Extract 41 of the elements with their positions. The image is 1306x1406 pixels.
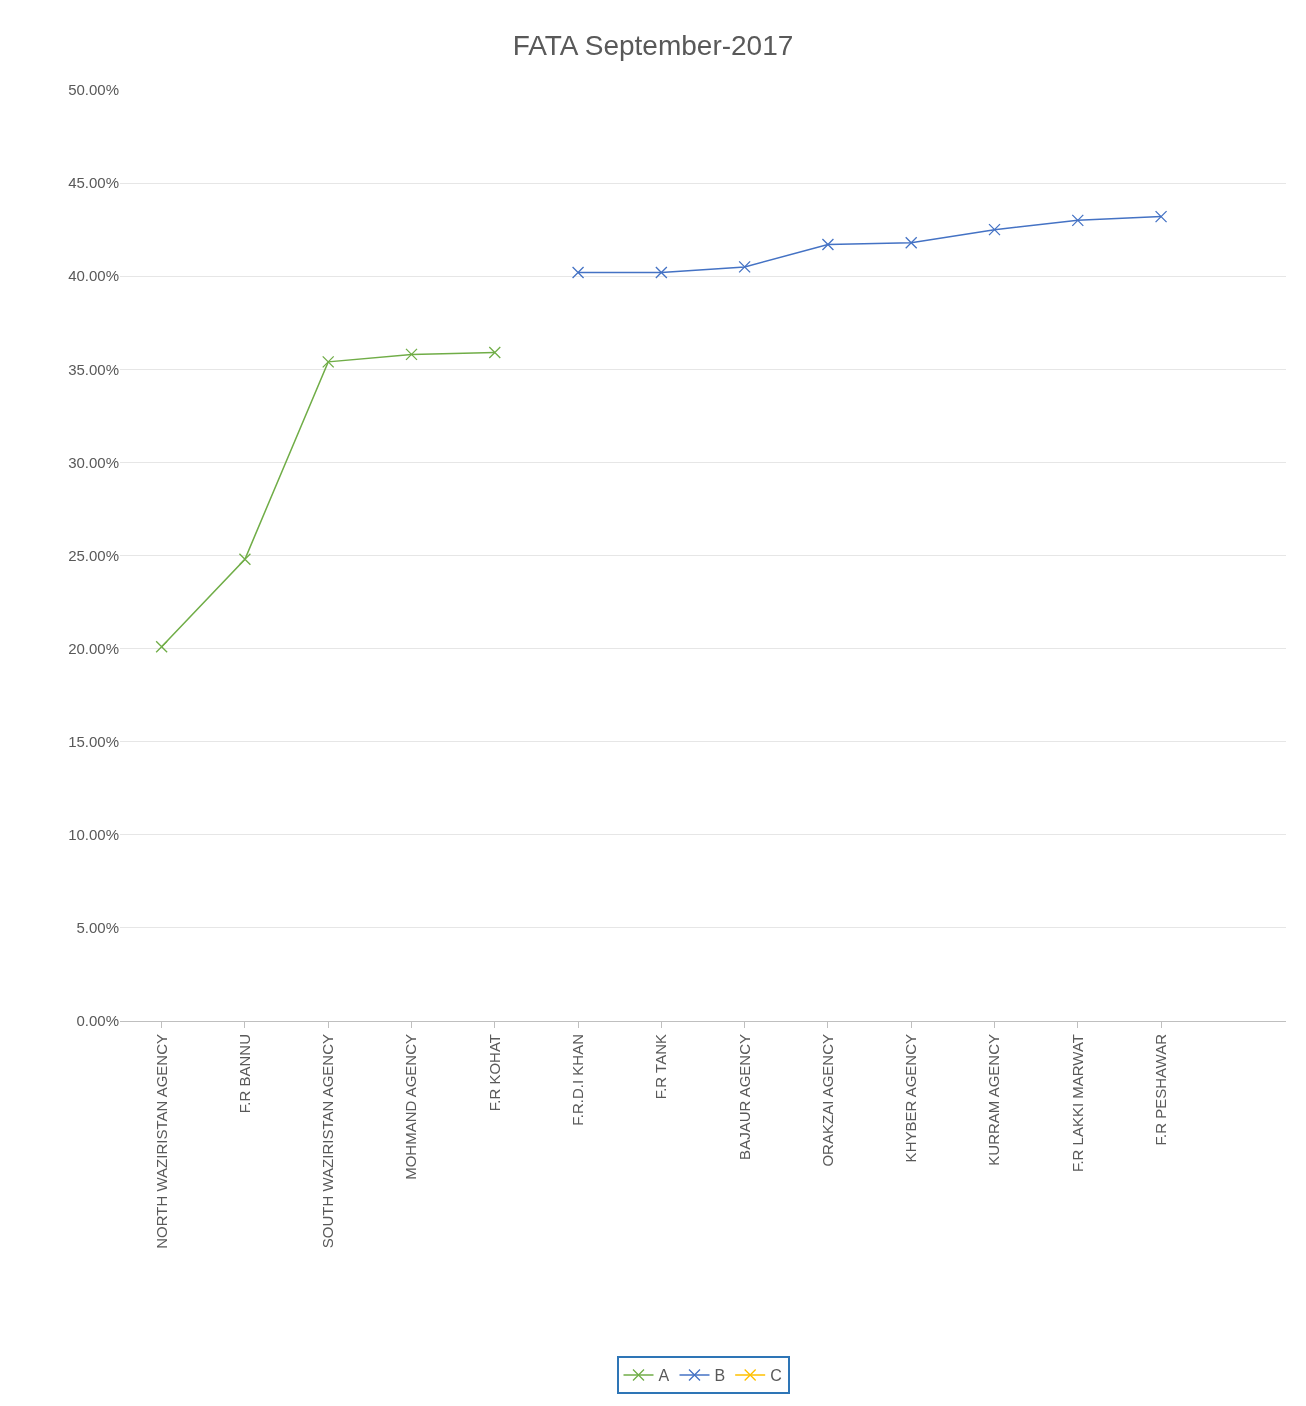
- y-tick-label: 20.00%: [68, 639, 119, 657]
- chart-title: FATA September-2017: [512, 29, 794, 61]
- x-tick-label: KHYBER AGENCY: [902, 1034, 920, 1163]
- point: [1154, 210, 1168, 223]
- x-tick-label: ORAKZAI AGENCY: [818, 1034, 836, 1167]
- point: [821, 238, 835, 251]
- y-tick-label: 5.00%: [76, 919, 119, 937]
- point: [905, 236, 918, 249]
- x-tick-label: F.R BANNU: [235, 1034, 253, 1114]
- x-tick-label: BAJAUR AGENCY: [735, 1034, 753, 1160]
- legend-label: A: [658, 1367, 670, 1385]
- point: [1071, 214, 1084, 227]
- y-tick-label: 40.00%: [68, 267, 119, 285]
- x-tick-label: MOHMAND AGENCY: [402, 1034, 420, 1180]
- legend-label: B: [714, 1367, 726, 1385]
- y-tick-label: 15.00%: [68, 732, 119, 750]
- point: [238, 553, 252, 566]
- point: [571, 266, 585, 279]
- x-tick-label: F.R TANK: [652, 1034, 670, 1100]
- y-tick-label: 50.00%: [68, 81, 119, 99]
- x-tick-label: KURRAM AGENCY: [985, 1034, 1003, 1166]
- y-tick-label: 35.00%: [68, 360, 119, 378]
- point: [655, 266, 668, 279]
- y-tick-label: 25.00%: [68, 546, 119, 564]
- point: [988, 223, 1001, 236]
- x-tick-label: F.R LAKKI MARWAT: [1068, 1034, 1086, 1173]
- point: [155, 640, 168, 653]
- y-tick-label: 10.00%: [68, 826, 119, 844]
- point: [738, 260, 751, 274]
- y-tick-label: 0.00%: [76, 1012, 119, 1030]
- y-tick-label: 30.00%: [68, 453, 119, 471]
- x-tick-label: SOUTH WAZIRISTAN AGENCY: [319, 1034, 337, 1249]
- x-tick-label: NORTH WAZIRISTAN AGENCY: [152, 1034, 170, 1249]
- x-tick-label: F.R PESHAWAR: [1151, 1033, 1169, 1146]
- point: [322, 355, 335, 368]
- x-tick-label: F.R KOHAT: [485, 1034, 503, 1112]
- legend-label: C: [770, 1367, 782, 1385]
- x-tick-label: F.R.D.I KHAN: [568, 1034, 586, 1126]
- point: [488, 346, 501, 359]
- y-tick-label: 45.00%: [68, 174, 119, 192]
- point: [405, 348, 418, 361]
